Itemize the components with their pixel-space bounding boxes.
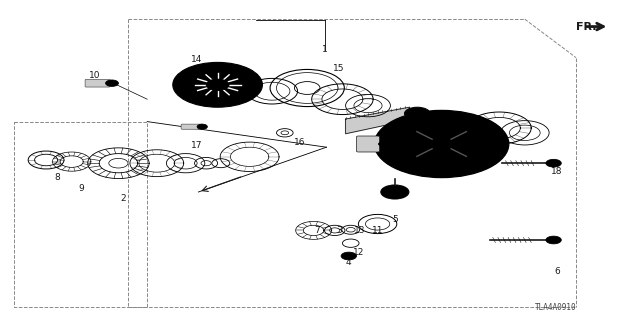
Circle shape [546, 236, 561, 244]
Text: 17: 17 [191, 141, 203, 150]
Text: 12: 12 [353, 248, 364, 257]
Text: TLA4A0910: TLA4A0910 [534, 303, 577, 312]
FancyBboxPatch shape [356, 136, 380, 152]
Text: 10: 10 [89, 71, 100, 80]
Circle shape [497, 142, 505, 146]
Polygon shape [346, 107, 410, 134]
Circle shape [192, 72, 243, 98]
Circle shape [408, 116, 416, 120]
Text: FR.: FR. [576, 22, 596, 32]
Circle shape [387, 188, 403, 196]
FancyBboxPatch shape [85, 79, 110, 87]
Circle shape [197, 124, 207, 129]
FancyBboxPatch shape [181, 124, 203, 129]
Text: 4: 4 [346, 258, 351, 267]
Text: 9: 9 [79, 184, 84, 193]
Circle shape [106, 80, 118, 86]
Circle shape [467, 116, 475, 120]
Circle shape [467, 168, 475, 172]
Text: 15: 15 [333, 64, 345, 73]
Circle shape [206, 79, 229, 91]
Text: 6: 6 [554, 268, 559, 276]
Circle shape [378, 142, 387, 146]
Text: 18: 18 [551, 167, 563, 176]
Text: 13: 13 [354, 226, 365, 235]
Text: 5: 5 [393, 215, 398, 224]
Text: 14: 14 [191, 55, 203, 64]
Circle shape [374, 110, 509, 178]
Circle shape [381, 185, 409, 199]
Circle shape [173, 62, 262, 107]
Text: 7: 7 [314, 226, 319, 235]
Text: 8: 8 [55, 173, 60, 182]
Circle shape [404, 125, 479, 163]
Text: 1: 1 [323, 45, 328, 54]
Circle shape [193, 73, 242, 97]
Text: 2: 2 [120, 194, 125, 203]
Circle shape [404, 107, 430, 120]
Text: 3: 3 [337, 226, 342, 235]
Circle shape [408, 168, 416, 172]
Text: 11: 11 [372, 226, 383, 235]
Circle shape [546, 159, 561, 167]
Text: 16: 16 [294, 138, 305, 147]
Circle shape [341, 252, 356, 260]
